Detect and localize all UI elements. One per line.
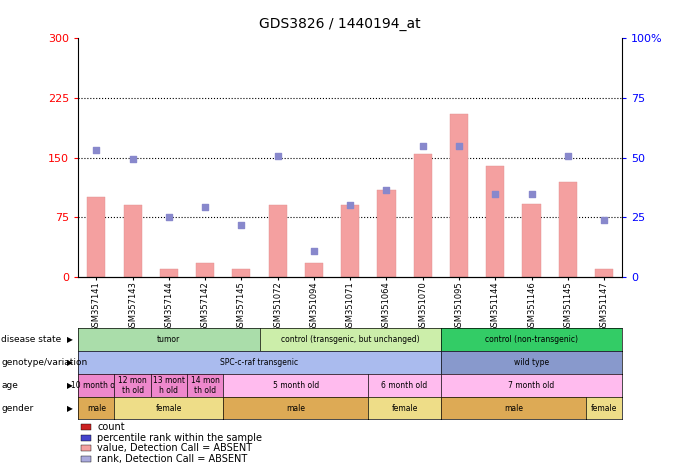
Point bbox=[345, 202, 356, 210]
Bar bbox=[341, 206, 359, 277]
Bar bbox=[595, 269, 613, 277]
Text: male: male bbox=[286, 404, 305, 412]
Bar bbox=[82, 424, 90, 430]
Bar bbox=[124, 206, 141, 277]
Text: 7 month old: 7 month old bbox=[509, 381, 555, 390]
Point bbox=[381, 186, 392, 193]
Text: genotype/variation: genotype/variation bbox=[1, 358, 88, 367]
Bar bbox=[559, 182, 577, 277]
Bar bbox=[87, 198, 105, 277]
Bar bbox=[82, 446, 90, 451]
Text: male: male bbox=[87, 404, 106, 412]
Text: control (transgenic, but unchanged): control (transgenic, but unchanged) bbox=[281, 336, 420, 344]
Point bbox=[272, 152, 283, 160]
Bar bbox=[233, 269, 250, 277]
Point bbox=[309, 247, 320, 255]
Bar bbox=[269, 206, 287, 277]
Point bbox=[490, 190, 500, 197]
Text: 5 month old: 5 month old bbox=[273, 381, 319, 390]
Point bbox=[91, 146, 102, 154]
Text: value, Detection Call = ABSENT: value, Detection Call = ABSENT bbox=[97, 443, 252, 453]
Text: ▶: ▶ bbox=[67, 404, 73, 412]
Text: GDS3826 / 1440194_at: GDS3826 / 1440194_at bbox=[259, 17, 421, 31]
Point bbox=[163, 214, 174, 221]
Point bbox=[598, 216, 609, 224]
Text: 14 mon
th old: 14 mon th old bbox=[190, 376, 220, 395]
Text: 13 mont
h old: 13 mont h old bbox=[153, 376, 185, 395]
Text: age: age bbox=[1, 381, 18, 390]
Text: gender: gender bbox=[1, 404, 33, 412]
Text: control (non-transgenic): control (non-transgenic) bbox=[485, 336, 578, 344]
Point bbox=[418, 142, 428, 149]
Text: count: count bbox=[97, 422, 124, 432]
Point bbox=[526, 190, 537, 197]
Text: ▶: ▶ bbox=[67, 381, 73, 390]
Text: disease state: disease state bbox=[1, 336, 62, 344]
Text: female: female bbox=[156, 404, 182, 412]
Bar bbox=[413, 154, 432, 277]
Bar bbox=[486, 165, 505, 277]
Text: male: male bbox=[504, 404, 523, 412]
Text: wild type: wild type bbox=[514, 358, 549, 367]
Bar bbox=[82, 456, 90, 462]
Point bbox=[200, 203, 211, 211]
Point bbox=[127, 155, 138, 163]
Text: 12 mon
th old: 12 mon th old bbox=[118, 376, 147, 395]
Bar bbox=[377, 190, 396, 277]
Text: percentile rank within the sample: percentile rank within the sample bbox=[97, 433, 262, 443]
Point bbox=[236, 222, 247, 229]
Text: female: female bbox=[392, 404, 418, 412]
Bar bbox=[450, 114, 468, 277]
Point bbox=[562, 152, 573, 160]
Bar bbox=[82, 435, 90, 441]
Text: female: female bbox=[591, 404, 617, 412]
Text: ▶: ▶ bbox=[67, 336, 73, 344]
Bar bbox=[160, 269, 178, 277]
Text: 10 month old: 10 month old bbox=[71, 381, 122, 390]
Point bbox=[454, 142, 464, 149]
Bar bbox=[196, 263, 214, 277]
Text: tumor: tumor bbox=[157, 336, 180, 344]
Text: SPC-c-raf transgenic: SPC-c-raf transgenic bbox=[220, 358, 299, 367]
Bar bbox=[522, 204, 541, 277]
Text: rank, Detection Call = ABSENT: rank, Detection Call = ABSENT bbox=[97, 454, 248, 464]
Text: ▶: ▶ bbox=[67, 358, 73, 367]
Bar bbox=[305, 263, 323, 277]
Text: 6 month old: 6 month old bbox=[381, 381, 428, 390]
